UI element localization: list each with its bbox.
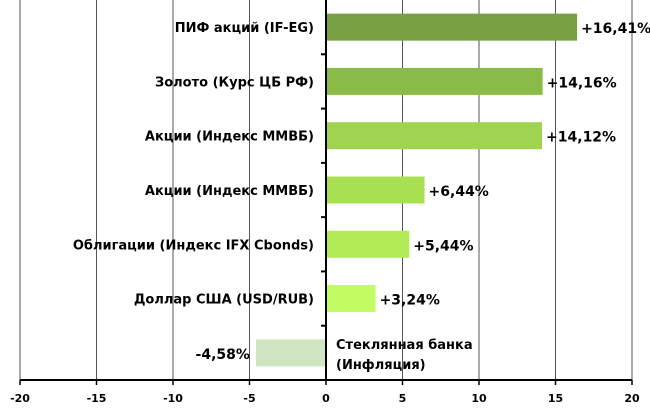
- data-label: +14,12%: [546, 130, 616, 146]
- data-label: -4,58%: [196, 347, 250, 363]
- category-label: Стеклянная банка (Инфляция): [336, 338, 473, 373]
- bar: [326, 122, 543, 150]
- category-label-line: ПИФ акций (IF-EG): [175, 21, 314, 36]
- category-label-line: Облигации (Индекс IFX Cbonds): [73, 238, 314, 253]
- bar: [326, 285, 376, 313]
- category-label-line: Доллар США (USD/RUB): [134, 293, 314, 308]
- x-tick-label: -15: [87, 392, 107, 405]
- x-tick-label: -5: [243, 392, 255, 405]
- category-label: ПИФ акций (IF-EG): [175, 21, 314, 36]
- x-tick-label: -10: [163, 392, 183, 405]
- bar: [326, 67, 543, 95]
- data-label: +14,16%: [547, 75, 617, 91]
- x-tick-label: 10: [471, 392, 487, 405]
- category-label: Золото (Курс ЦБ РФ): [155, 75, 314, 90]
- bar: [255, 339, 326, 367]
- data-label: +6,44%: [429, 184, 489, 200]
- data-label: +16,41%: [581, 21, 650, 37]
- category-label: Акции (Индекс ММВБ): [145, 130, 314, 145]
- data-label: +3,24%: [380, 293, 440, 309]
- category-label-line: Акции (Индекс ММВБ): [145, 184, 314, 199]
- category-label: Доллар США (USD/RUB): [134, 293, 314, 308]
- bar: [326, 13, 578, 41]
- category-label-line: Акции (Индекс ММВБ): [145, 130, 314, 145]
- category-label-line: Стеклянная банка: [336, 338, 473, 353]
- x-tick-label: -20: [10, 392, 30, 405]
- category-label-line: (Инфляция): [336, 358, 426, 373]
- x-tick-label: 20: [624, 392, 640, 405]
- x-tick-label: 15: [548, 392, 563, 405]
- category-label: Облигации (Индекс IFX Cbonds): [73, 238, 314, 253]
- bar: [326, 176, 425, 204]
- x-tick-label: 0: [322, 392, 330, 405]
- category-label: Акции (Индекс ММВБ): [145, 184, 314, 199]
- data-label: +5,44%: [413, 238, 473, 254]
- x-tick-label: 5: [399, 392, 407, 405]
- bar: [326, 230, 410, 258]
- category-label-line: Золото (Курс ЦБ РФ): [155, 75, 314, 90]
